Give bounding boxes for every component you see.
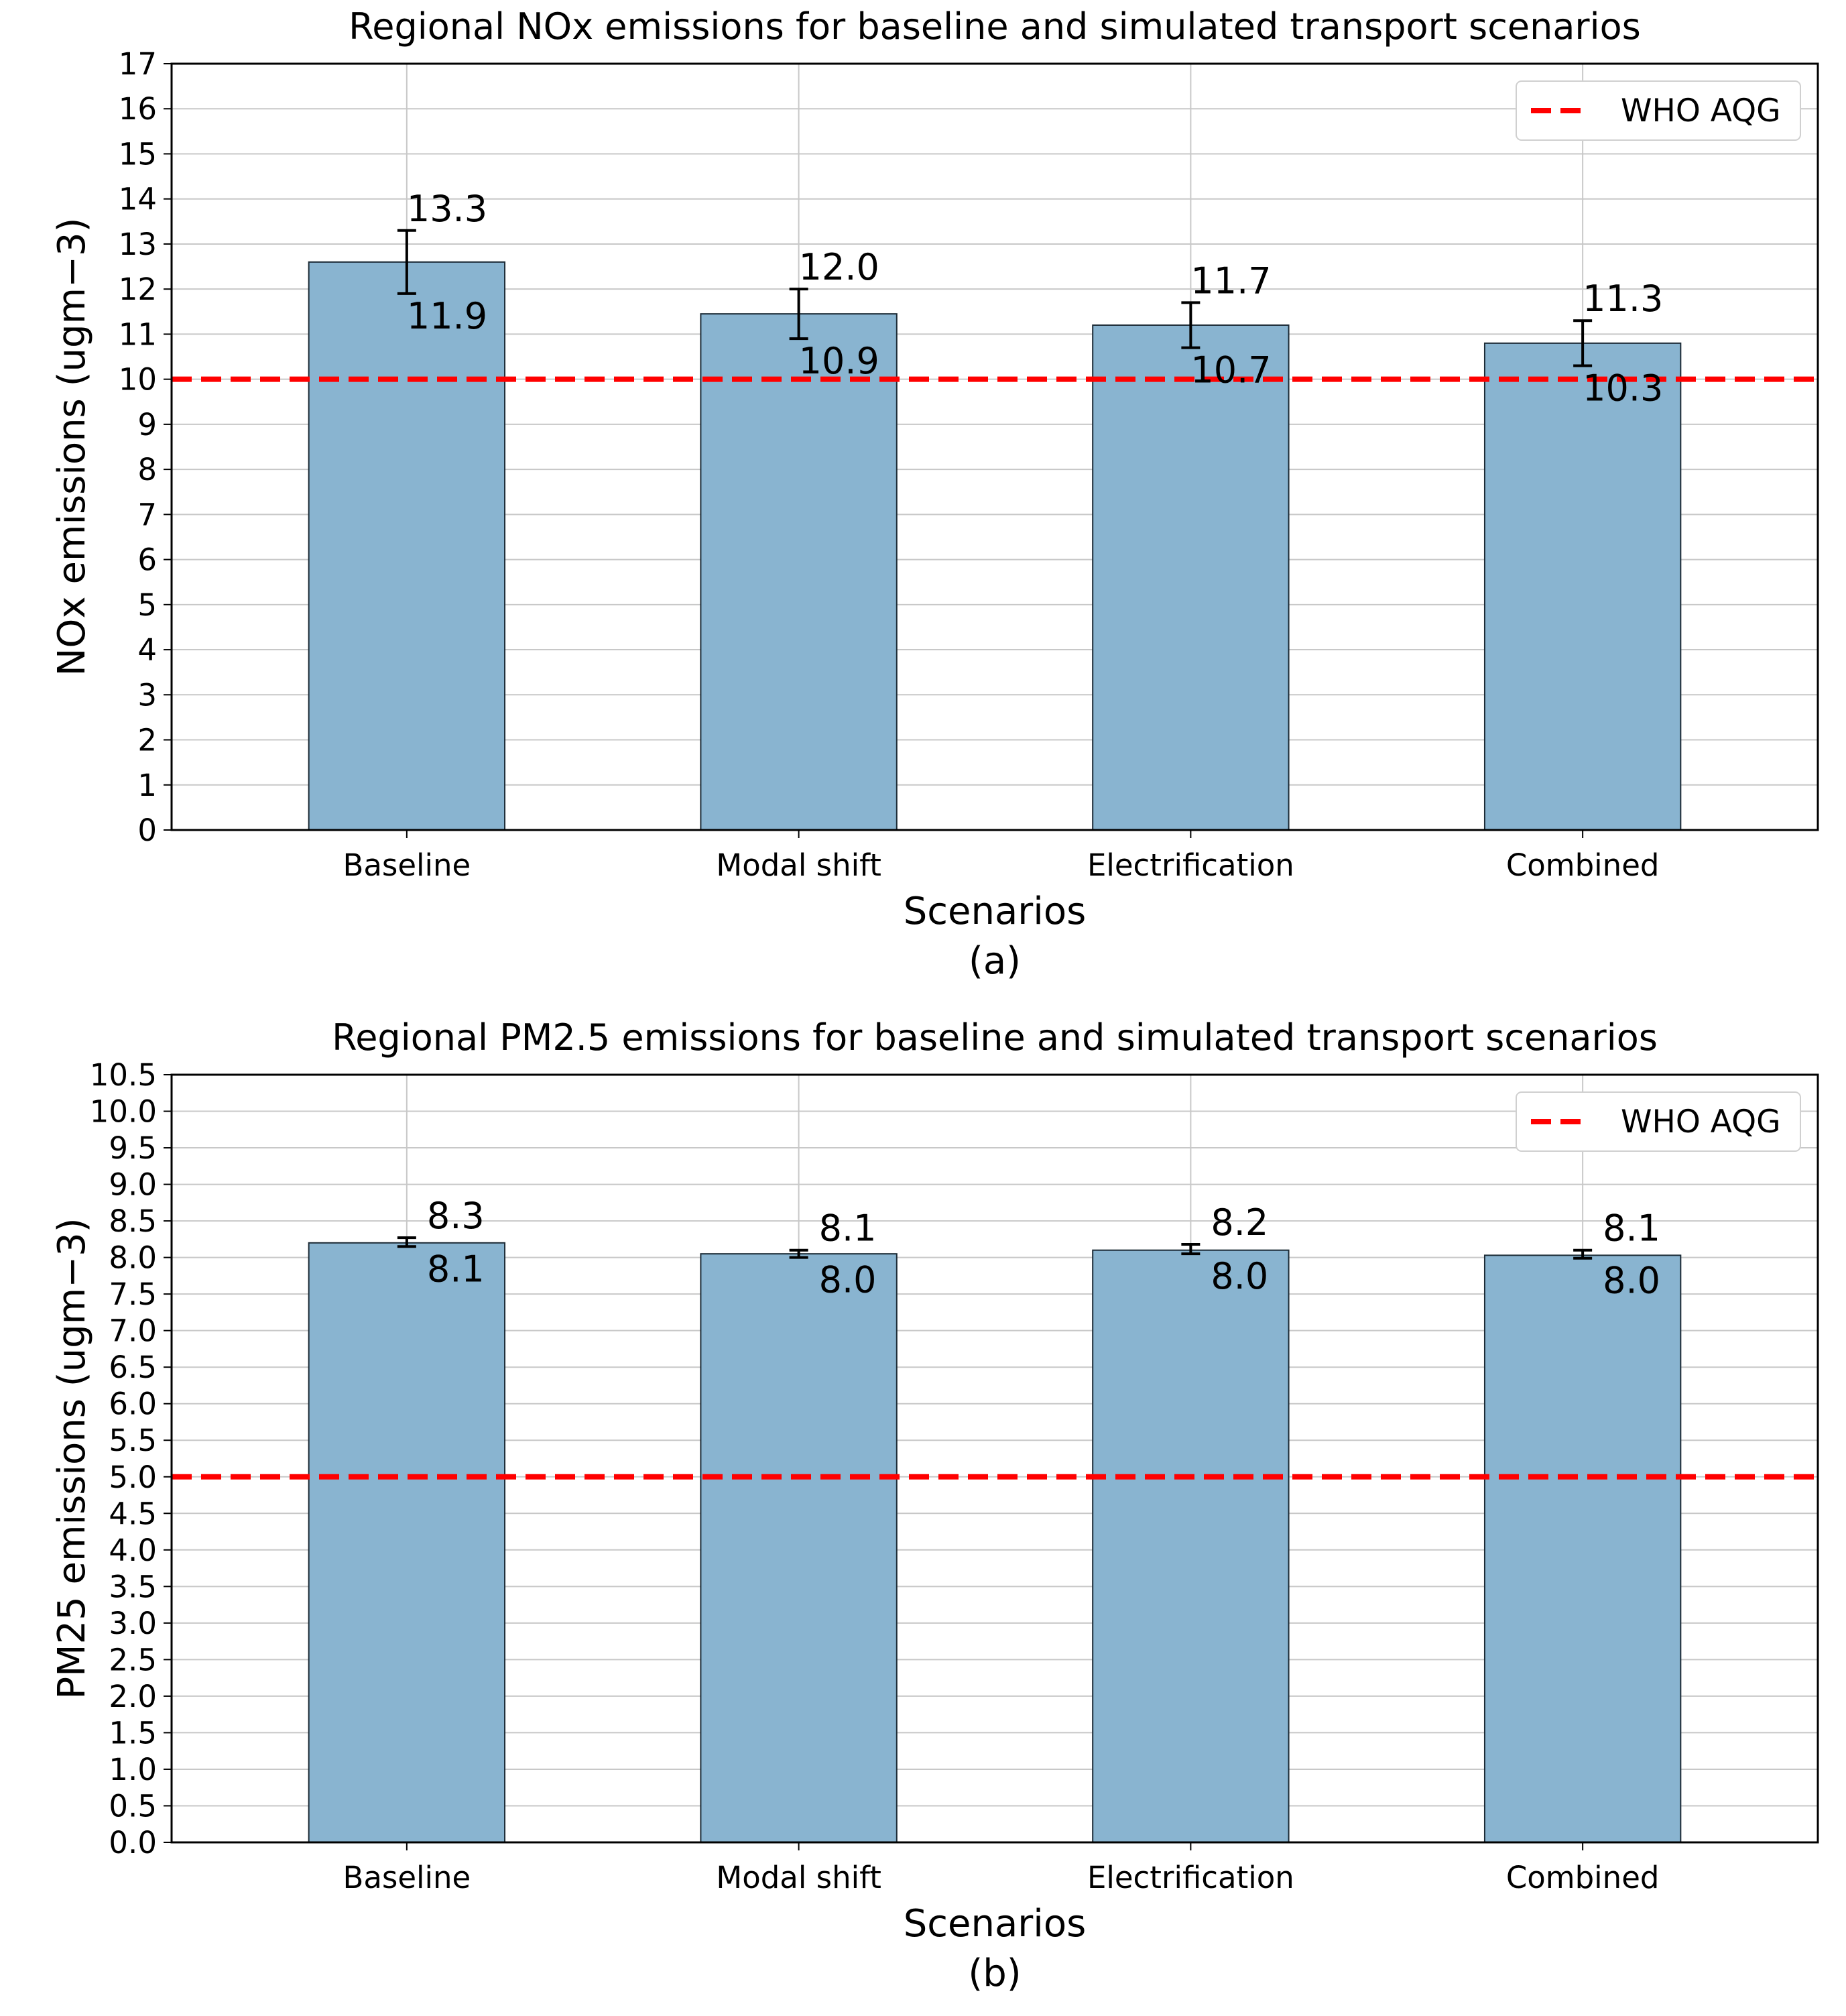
- legend: WHO AQG: [1516, 80, 1801, 141]
- y-tick-label: 14: [119, 182, 157, 217]
- y-tick-label: 15: [119, 136, 157, 172]
- y-tick-label: 2.5: [109, 1642, 157, 1677]
- bar: [700, 313, 898, 831]
- upper-data-label: 11.7: [1190, 259, 1271, 302]
- y-tick-label: 4.5: [109, 1496, 157, 1531]
- bar: [308, 261, 506, 831]
- y-tick-label: 6.5: [109, 1350, 157, 1385]
- upper-data-label: 8.3: [427, 1195, 485, 1237]
- y-tick-label: 16: [119, 91, 157, 127]
- y-tick-label: 3.5: [109, 1569, 157, 1604]
- x-tick-label: Combined: [1506, 1860, 1660, 1895]
- bar: [1483, 1254, 1682, 1844]
- lower-data-label: 10.9: [799, 340, 879, 382]
- y-tick-label: 8.5: [109, 1203, 157, 1239]
- bar: [1092, 1249, 1290, 1843]
- x-tick-label: Baseline: [343, 1860, 471, 1895]
- legend-label: WHO AQG: [1621, 93, 1781, 129]
- chart-title: Regional NOx emissions for baseline and …: [349, 5, 1641, 48]
- y-tick-label: 9.5: [109, 1130, 157, 1166]
- y-tick-label: 0.5: [109, 1788, 157, 1824]
- axes-frame: [170, 62, 1819, 831]
- y-tick-label: 10: [119, 362, 157, 398]
- y-tick-label: 7: [137, 497, 157, 532]
- lower-data-label: 8.0: [1211, 1255, 1268, 1297]
- y-tick-label: 7.0: [109, 1313, 157, 1349]
- lower-data-label: 8.1: [427, 1248, 485, 1290]
- y-tick-label: 3: [137, 677, 157, 713]
- y-tick-label: 5.0: [109, 1460, 157, 1495]
- y-axis-label: PM25 emissions (ugm−3): [50, 1218, 94, 1699]
- y-tick-label: 10.0: [90, 1094, 157, 1130]
- x-tick-label: Modal shift: [716, 847, 881, 883]
- y-tick-label: 13: [119, 227, 157, 262]
- upper-data-label: 8.2: [1211, 1201, 1268, 1244]
- bar: [1483, 342, 1682, 831]
- x-tick-label: Electrification: [1087, 847, 1294, 883]
- y-tick-label: 0: [137, 813, 157, 848]
- y-tick-label: 1: [137, 768, 157, 803]
- y-tick-label: 6.0: [109, 1386, 157, 1422]
- lower-data-label: 10.3: [1583, 367, 1663, 409]
- chart-title: Regional PM2.5 emissions for baseline an…: [332, 1016, 1658, 1059]
- x-axis-label: Scenarios: [904, 890, 1087, 933]
- y-tick-label: 1.0: [109, 1752, 157, 1787]
- y-tick-label: 2.0: [109, 1679, 157, 1714]
- y-axis-label: NOx emissions (ugm−3): [50, 218, 94, 676]
- x-tick-label: Electrification: [1087, 1860, 1294, 1895]
- bar: [700, 1253, 898, 1843]
- bar: [308, 1242, 506, 1844]
- x-tick-label: Combined: [1506, 847, 1660, 883]
- upper-data-label: 11.3: [1583, 278, 1663, 320]
- y-tick-label: 5.5: [109, 1423, 157, 1458]
- axes-frame: [170, 1073, 1819, 1844]
- y-tick-label: 11: [119, 316, 157, 352]
- y-tick-label: 1.5: [109, 1715, 157, 1751]
- x-axis-label: Scenarios: [904, 1902, 1087, 1946]
- y-tick-label: 5: [137, 587, 157, 623]
- y-tick-label: 12: [119, 272, 157, 307]
- lower-data-label: 10.7: [1190, 349, 1271, 392]
- legend: WHO AQG: [1516, 1091, 1801, 1152]
- upper-data-label: 12.0: [799, 246, 879, 288]
- bar: [1092, 324, 1290, 831]
- upper-data-label: 8.1: [1603, 1207, 1660, 1250]
- legend-label: WHO AQG: [1621, 1104, 1781, 1140]
- panel-label: (a): [969, 939, 1021, 983]
- y-tick-label: 4: [137, 632, 157, 668]
- panel-label: (b): [968, 1952, 1021, 1995]
- y-tick-label: 9: [137, 407, 157, 442]
- y-tick-label: 3.0: [109, 1606, 157, 1641]
- lower-data-label: 11.9: [407, 295, 487, 337]
- x-tick-label: Modal shift: [716, 1860, 881, 1895]
- y-tick-label: 2: [137, 723, 157, 758]
- upper-data-label: 13.3: [407, 188, 487, 230]
- y-tick-label: 7.5: [109, 1277, 157, 1312]
- y-tick-label: 0.0: [109, 1825, 157, 1860]
- upper-data-label: 8.1: [819, 1207, 877, 1250]
- legend-box: [1516, 1091, 1801, 1152]
- y-tick-label: 9.0: [109, 1167, 157, 1203]
- chart-panel-a: Regional NOx emissions for baseline and …: [50, 5, 1819, 983]
- x-tick-label: Baseline: [343, 847, 471, 883]
- lower-data-label: 8.0: [819, 1259, 877, 1301]
- y-tick-label: 17: [119, 46, 157, 82]
- chart-panel-b: Regional PM2.5 emissions for baseline an…: [50, 1016, 1819, 1995]
- y-tick-label: 10.5: [90, 1057, 157, 1093]
- y-tick-label: 8: [137, 452, 157, 487]
- y-tick-label: 4.0: [109, 1533, 157, 1568]
- lower-data-label: 8.0: [1603, 1260, 1660, 1302]
- y-tick-label: 6: [137, 542, 157, 578]
- y-tick-label: 8.0: [109, 1240, 157, 1276]
- legend-box: [1516, 80, 1801, 141]
